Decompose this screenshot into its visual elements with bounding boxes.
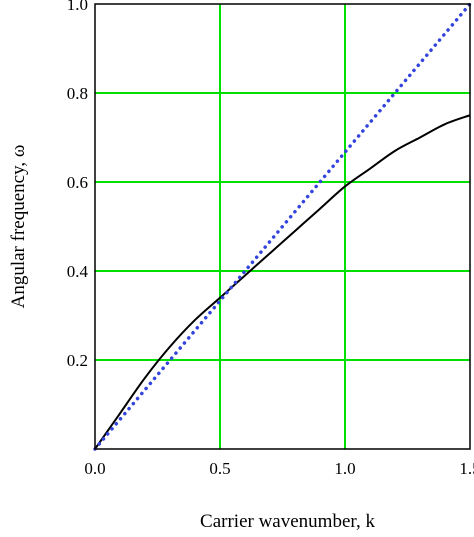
x-tick-labels: 0.0 0.5 1.0 1.5 (84, 459, 474, 478)
x-tick-label: 0.0 (84, 459, 105, 478)
y-tick-label: 0.6 (67, 173, 88, 192)
x-axis-label: Carrier wavenumber, k (200, 511, 375, 532)
x-tick-label: 1.0 (334, 459, 355, 478)
plot-frame (94, 3, 471, 450)
series-solid-curve (94, 114, 471, 450)
y-tick-labels: 0.2 0.4 0.6 0.8 1.0 (67, 0, 89, 370)
series-layer (93, 2, 472, 451)
y-tick-label: 1.0 (67, 0, 88, 14)
series-dotted-line (93, 2, 472, 451)
y-tick-label: 0.4 (67, 262, 89, 281)
grid-lines (95, 4, 470, 449)
y-axis-label: Angular frequency, ω (8, 145, 29, 309)
x-tick-label: 0.5 (209, 459, 230, 478)
y-tick-label: 0.8 (67, 84, 88, 103)
y-tick-label: 0.2 (67, 351, 88, 370)
x-tick-label: 1.5 (459, 459, 474, 478)
